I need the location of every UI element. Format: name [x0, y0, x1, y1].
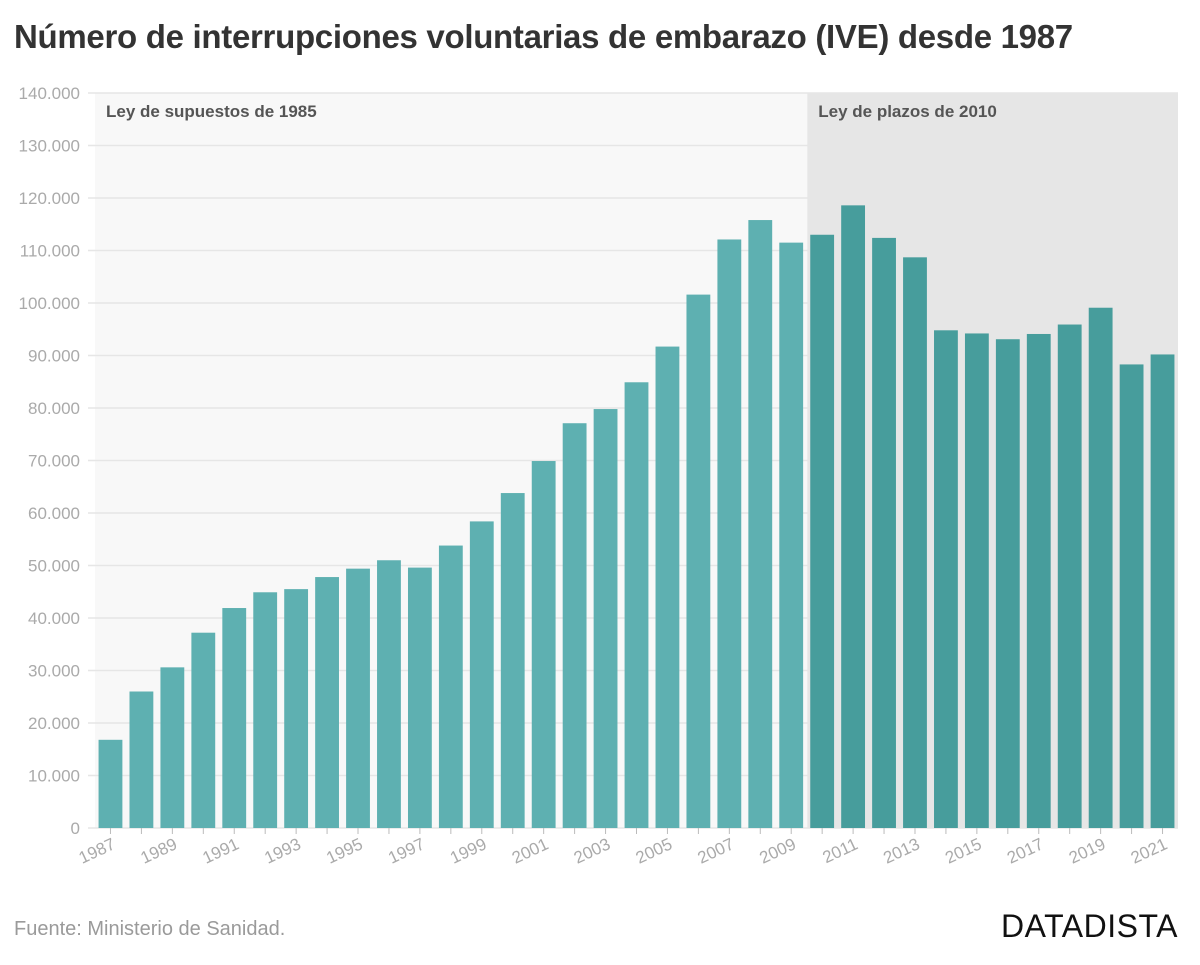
x-tick-label: 1997 [385, 834, 427, 867]
y-tick-label: 100.000 [19, 294, 80, 313]
bar [346, 568, 370, 828]
period-labels: Ley de supuestos de 1985 Ley de plazos de… [106, 102, 997, 121]
x-tick-label: 2007 [695, 834, 737, 867]
bar [500, 493, 525, 828]
x-tick-label: 1995 [323, 834, 365, 867]
bar [129, 691, 154, 828]
bar [253, 592, 278, 828]
bar [98, 739, 123, 828]
bar [841, 205, 866, 829]
bar [934, 330, 958, 828]
y-tick-label: 40.000 [28, 609, 80, 628]
x-tick-label: 1989 [138, 834, 180, 867]
y-tick-label: 30.000 [28, 662, 80, 681]
bar [1119, 364, 1144, 828]
chart-title: Número de interrupciones voluntarias de … [14, 18, 1073, 55]
y-tick-label: 120.000 [19, 189, 80, 208]
x-tick-label: 1993 [262, 834, 304, 867]
y-tick-label: 20.000 [28, 714, 80, 733]
y-tick-label: 90.000 [28, 347, 80, 366]
y-tick-label: 60.000 [28, 504, 80, 523]
bar [407, 567, 432, 828]
y-tick-label: 80.000 [28, 399, 80, 418]
x-tick-label: 2015 [942, 834, 984, 867]
period-label: Ley de supuestos de 1985 [106, 102, 317, 121]
y-tick-label: 140.000 [19, 84, 80, 103]
bars [98, 205, 1175, 829]
x-tick-label: 2013 [880, 834, 922, 867]
bar [469, 521, 494, 828]
bar [717, 239, 742, 829]
y-tick-label: 110.000 [20, 242, 80, 261]
bar [438, 545, 463, 828]
x-tick-label: 2021 [1128, 834, 1170, 867]
bar [810, 234, 835, 828]
bar [624, 382, 649, 828]
x-tick-label: 1987 [76, 834, 118, 867]
y-tick-label: 10.000 [28, 767, 80, 786]
x-tick-label: 2017 [1004, 834, 1046, 867]
bar [748, 220, 773, 829]
bar [903, 257, 927, 828]
period-label: Ley de plazos de 2010 [818, 102, 997, 121]
bar [531, 461, 556, 828]
x-tick-label: 2003 [571, 834, 613, 867]
y-tick-label: 50.000 [28, 557, 80, 576]
bar [315, 577, 339, 828]
x-tick-label: 2009 [757, 834, 799, 867]
bar [1150, 354, 1175, 828]
y-axis-tick-labels: 0 10.000 20.000 30.000 40.000 50.000 60.000 70.… [19, 84, 80, 838]
bar [377, 560, 401, 828]
x-tick-label: 1991 [200, 834, 242, 867]
bar [1088, 307, 1113, 829]
x-tick-label: 1999 [447, 834, 489, 867]
y-tick-label: 70.000 [28, 452, 80, 471]
y-tick-label: 130.000 [19, 137, 80, 156]
bar [191, 632, 216, 828]
source-note: Fuente: Ministerio de Sanidad. [14, 918, 286, 940]
x-tick-label: 2001 [509, 834, 551, 867]
bar [964, 333, 989, 828]
bar [1026, 333, 1051, 828]
y-tick-label: 0 [71, 819, 80, 838]
x-tick-label: 2011 [820, 834, 861, 867]
bar [655, 346, 680, 828]
bar [872, 237, 896, 828]
bar [686, 294, 711, 829]
bar [1057, 324, 1082, 828]
brand-logo: DATADISTA [1001, 908, 1178, 944]
bar [284, 589, 309, 828]
bar [562, 423, 587, 828]
bar [593, 409, 618, 828]
x-axis-tick-labels: 1987 1989 1991 1993 1995 1997 1999 2001 2003 2005… [76, 828, 1170, 868]
bar [995, 339, 1020, 828]
x-tick-label: 2005 [633, 834, 675, 867]
bar [779, 242, 804, 828]
bar [160, 667, 185, 828]
x-tick-label: 2019 [1066, 834, 1108, 867]
bar [222, 608, 247, 828]
